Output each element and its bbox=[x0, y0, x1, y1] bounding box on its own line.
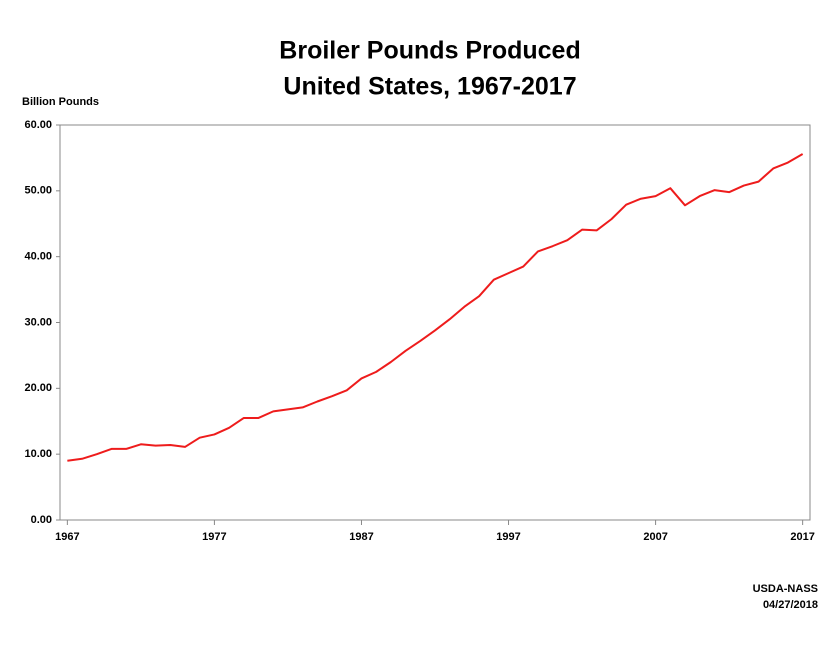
y-tick-label: 30.00 bbox=[24, 316, 52, 328]
x-tick-label: 1977 bbox=[202, 531, 226, 543]
x-tick-label: 1987 bbox=[349, 531, 373, 543]
y-tick-label: 10.00 bbox=[24, 448, 52, 460]
date-note: 04/27/2018 bbox=[763, 599, 818, 611]
data-line bbox=[67, 153, 804, 462]
y-tick-label: 0.00 bbox=[31, 514, 52, 526]
chart-subtitle: United States, 1967-2017 bbox=[283, 73, 576, 101]
y-tick-label: 50.00 bbox=[24, 185, 52, 197]
y-tick-label: 20.00 bbox=[24, 382, 52, 394]
x-tick-label: 2007 bbox=[643, 531, 667, 543]
y-tick-label: 60.00 bbox=[24, 119, 52, 131]
chart-title: Broiler Pounds Produced bbox=[279, 37, 580, 65]
y-axis-label: Billion Pounds bbox=[22, 96, 99, 108]
x-tick-label: 1997 bbox=[496, 531, 520, 543]
y-tick-label: 40.00 bbox=[24, 251, 52, 263]
x-tick-label: 2017 bbox=[790, 531, 814, 543]
plot-frame bbox=[59, 124, 811, 521]
x-tick-label: 1967 bbox=[55, 531, 79, 543]
source-note: USDA-NASS bbox=[753, 583, 818, 595]
